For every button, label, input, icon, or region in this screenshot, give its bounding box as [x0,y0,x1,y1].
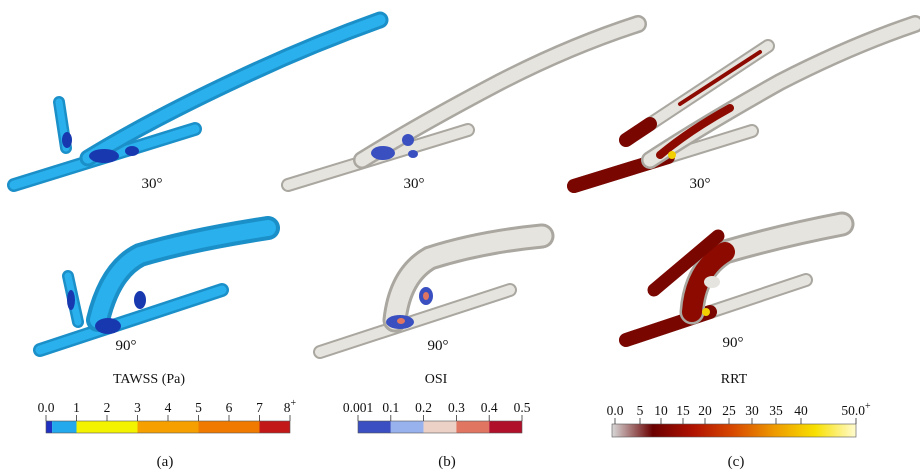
panel-label: (b) [438,454,456,470]
angle-label: 90° [428,338,449,354]
osi-model-90deg [313,223,555,359]
tawss-model-90deg [33,216,280,357]
angle-label: 30° [404,176,425,192]
colorbar-tick-label: 35 [769,403,783,418]
colorbar-segment [358,421,391,433]
colorbar-tick-label: 4 [165,400,172,415]
angle-label: 90° [723,335,744,351]
colorbar-gradient [612,424,856,437]
angle-label: 90° [116,338,137,354]
colorbar-title: TAWSS (Pa) [113,372,185,387]
angle-label: 30° [690,176,711,192]
colorbar-segment [456,421,490,433]
colorbar-tick-label: 0.001 [343,400,373,415]
high-osi-region [397,318,405,324]
colorbar-tick-label: 25 [722,403,736,418]
colorbar-tick-label: 0.1 [382,400,399,415]
colorbar-tick-label: 0.4 [481,400,498,415]
colorbar-tick-label: 8+ [284,398,297,415]
colorbar-title: OSI [425,372,448,387]
colorbar-segment [198,421,260,433]
panel-label: (c) [728,454,745,470]
high-osi-region [371,146,395,160]
colorbar-tick-label: 0.0 [607,403,624,418]
panel-a: 30° 90° TAWSS (Pa) 0.0 1 2 3 4 5 6 7 8+ (a) [7,11,389,470]
colorbar-tick-label: 7 [256,400,263,415]
colorbar-tick-label: 0.2 [415,400,432,415]
low-tawss-region [89,149,119,163]
tawss-colorbar: 0.0 1 2 3 4 5 6 7 8+ [38,398,297,434]
colorbar-title: RRT [721,372,748,387]
panel-c: 30° 90° RRT 0.0 5 10 15 20 25 30 35 40 50.0+ (c) [567,15,920,470]
panel-b: 30° 90° OSI 0.001 0.1 0.2 0.3 0.4 0.5 (b) [281,15,647,470]
colorbar-tick-label: 10 [654,403,668,418]
colorbar-tick-label: 30 [745,403,759,418]
low-tawss-region [95,318,121,334]
tawss-model-30deg [7,11,389,192]
osi-colorbar: 0.001 0.1 0.2 0.3 0.4 0.5 [343,400,531,434]
rrt-model-90deg [619,211,855,347]
colorbar-tick-label: 15 [676,403,690,418]
colorbar-segment [423,421,457,433]
high-osi-region [402,134,414,146]
colorbar-tick-label: 1 [73,400,80,415]
panel-label: (a) [157,454,174,470]
high-osi-region [408,150,418,158]
colorbar-tick-label: 6 [226,400,233,415]
rrt-hotspot [702,308,710,316]
colorbar-tick-label: 50.0+ [841,401,871,418]
colorbar-tick-label: 20 [698,403,712,418]
angle-label: 30° [142,176,163,192]
colorbar-tick-label: 0.0 [38,400,55,415]
low-tawss-region [67,290,75,310]
low-tawss-region [62,132,72,148]
high-rrt-region [682,242,735,322]
colorbar-frame [611,423,857,438]
colorbar-segment [76,421,138,433]
colorbar-tick-label: 2 [104,400,111,415]
low-tawss-region [134,291,146,309]
colorbar-segment [137,421,199,433]
rrt-hotspot [668,151,676,159]
low-rrt-region [704,276,720,288]
colorbar-tick-label: 0.5 [514,400,531,415]
rrt-model-30deg [567,15,920,193]
high-rrt-region [619,117,657,147]
colorbar-tick-label: 0.3 [448,400,465,415]
colorbar-tick-label: 5 [637,403,644,418]
rrt-colorbar: 0.0 5 10 15 20 25 30 35 40 50.0+ [607,401,871,438]
high-rrt-region [656,104,734,159]
colorbar-segment [259,421,290,433]
graft-segment [647,229,725,297]
colorbar-frame [357,420,523,434]
colorbar-tick-label: 3 [134,400,141,415]
low-tawss-region [125,146,139,156]
colorbar-tick-label: 5 [195,400,202,415]
colorbar-segment [390,421,424,433]
osi-model-30deg [281,15,647,192]
colorbar-segment [46,421,53,433]
colorbar-segment [52,421,77,433]
colorbar-tick-label: 40 [794,403,808,418]
high-osi-region [423,292,429,300]
high-rrt-region [678,50,762,106]
colorbar-segment [489,421,522,433]
